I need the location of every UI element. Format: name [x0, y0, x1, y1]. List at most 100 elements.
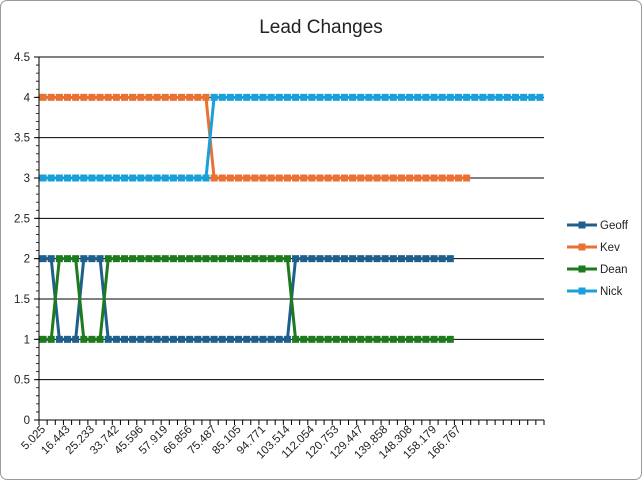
data-point: [235, 255, 243, 263]
data-point: [389, 93, 397, 101]
data-point: [202, 255, 210, 263]
data-point: [47, 93, 55, 101]
data-point: [283, 255, 291, 263]
data-point: [349, 93, 357, 101]
data-point: [438, 174, 446, 182]
data-point: [210, 335, 218, 343]
data-point: [259, 93, 267, 101]
data-point: [145, 93, 153, 101]
data-point: [332, 255, 340, 263]
data-point: [397, 255, 405, 263]
data-point: [324, 255, 332, 263]
data-point: [145, 335, 153, 343]
data-point: [145, 174, 153, 182]
data-point: [267, 255, 275, 263]
data-point: [300, 255, 308, 263]
data-point: [210, 255, 218, 263]
data-point: [169, 335, 177, 343]
data-point: [96, 255, 104, 263]
data-point: [381, 93, 389, 101]
data-point: [414, 93, 422, 101]
data-point: [243, 255, 251, 263]
data-point: [446, 174, 454, 182]
data-point: [275, 93, 283, 101]
data-point: [406, 255, 414, 263]
data-point: [80, 335, 88, 343]
data-point: [389, 335, 397, 343]
data-point: [96, 174, 104, 182]
data-point: [64, 335, 72, 343]
data-point: [332, 335, 340, 343]
data-point: [349, 255, 357, 263]
data-point: [414, 174, 422, 182]
data-point: [300, 335, 308, 343]
data-point: [357, 255, 365, 263]
data-point: [202, 93, 210, 101]
data-point: [422, 174, 430, 182]
data-point: [202, 174, 210, 182]
data-point: [292, 174, 300, 182]
data-point: [210, 174, 218, 182]
data-point: [226, 174, 234, 182]
data-point: [47, 335, 55, 343]
data-point: [340, 335, 348, 343]
data-point: [300, 174, 308, 182]
data-point: [414, 335, 422, 343]
data-point: [161, 335, 169, 343]
data-point: [251, 174, 259, 182]
data-point: [178, 255, 186, 263]
data-point: [72, 174, 80, 182]
data-point: [39, 335, 47, 343]
legend-label: Kev: [600, 242, 620, 254]
data-point: [381, 174, 389, 182]
data-point: [153, 174, 161, 182]
data-point: [446, 93, 454, 101]
data-point: [226, 255, 234, 263]
data-point: [365, 335, 373, 343]
data-point: [308, 93, 316, 101]
data-point: [153, 93, 161, 101]
series-geoff: [39, 255, 454, 343]
y-tick-label: 4.5: [14, 52, 30, 64]
data-point: [365, 174, 373, 182]
data-point: [186, 255, 194, 263]
data-point: [104, 335, 112, 343]
data-point: [283, 93, 291, 101]
data-point: [161, 93, 169, 101]
data-point: [511, 93, 519, 101]
legend: Geoff Kev Dean Nick: [567, 220, 629, 298]
data-point: [112, 335, 120, 343]
data-point: [430, 335, 438, 343]
y-tick-label: 0: [24, 415, 30, 427]
series-lines: [39, 93, 544, 343]
data-point: [340, 93, 348, 101]
data-point: [64, 93, 72, 101]
data-point: [178, 93, 186, 101]
data-point: [47, 255, 55, 263]
data-point: [243, 93, 251, 101]
data-point: [316, 255, 324, 263]
data-point: [112, 93, 120, 101]
data-point: [520, 93, 528, 101]
data-point: [381, 335, 389, 343]
data-point: [283, 335, 291, 343]
data-point: [332, 93, 340, 101]
data-point: [169, 174, 177, 182]
data-point: [226, 335, 234, 343]
data-point: [88, 255, 96, 263]
data-point: [373, 255, 381, 263]
data-point: [55, 174, 63, 182]
data-point: [381, 255, 389, 263]
data-point: [267, 335, 275, 343]
data-point: [72, 335, 80, 343]
legend-marker: [578, 265, 586, 273]
data-point: [349, 174, 357, 182]
data-point: [47, 174, 55, 182]
data-point: [178, 174, 186, 182]
data-point: [251, 335, 259, 343]
data-point: [454, 174, 462, 182]
data-point: [137, 255, 145, 263]
data-point: [267, 174, 275, 182]
